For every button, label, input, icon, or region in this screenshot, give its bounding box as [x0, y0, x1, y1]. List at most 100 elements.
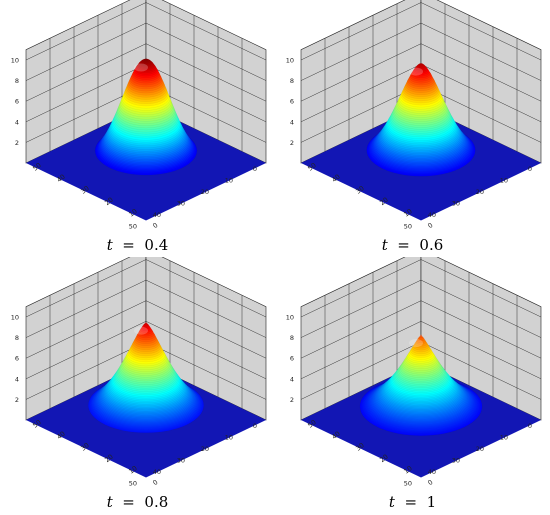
y-tick-label: 10	[127, 207, 138, 218]
surface-plot-t-0.8: 2 4 6 8 10 0 10 20 30 40 50 0 10 20 30 40 50 t = 0.8	[0, 257, 275, 514]
caption-value: 0.6	[419, 236, 444, 254]
y-tick-label: 40	[330, 430, 341, 441]
axes: 2 4 6 8 10 0 10 20 30 40 50 0 10 20 30 40 50	[11, 57, 257, 231]
caption-value: 1	[426, 493, 437, 511]
y-tick-label: 20	[103, 453, 114, 464]
gridline	[300, 300, 542, 359]
x-tick-label: 10	[500, 434, 508, 442]
z-tick-label: 10	[286, 314, 294, 322]
x-tick-label: 20	[201, 445, 209, 453]
gridline	[25, 43, 267, 102]
surface-highlight	[409, 67, 423, 76]
surface-band	[145, 322, 147, 324]
panel-caption: t = 1	[275, 493, 550, 511]
caption-value: 0.8	[144, 493, 169, 511]
caption-equals: =	[399, 493, 422, 511]
surface-plot-t-1: 2 4 6 8 10 0 10 20 30 40 50 0 10 20 30 40 50 t = 1	[275, 257, 550, 514]
y-tick-label: 50	[306, 418, 317, 429]
z-tick-label: 2	[15, 139, 19, 147]
y-tick-label: 20	[378, 453, 389, 464]
y-tick-label: 10	[402, 207, 413, 218]
back-wall-right	[145, 257, 267, 421]
gridline	[300, 2, 542, 61]
gridline	[300, 22, 542, 81]
x-tick-label: 50	[404, 480, 412, 488]
caption-variable: t	[106, 493, 113, 511]
back-wall-left	[25, 257, 147, 421]
caption-variable: t	[106, 236, 113, 254]
y-tick-label: 20	[378, 196, 389, 207]
surface-band	[419, 335, 423, 337]
caption-variable: t	[388, 493, 395, 511]
z-tick-label: 10	[11, 57, 19, 65]
y-tick-label: 40	[55, 173, 66, 184]
back-wall-left	[300, 0, 422, 164]
z-tick-label: 4	[15, 118, 19, 126]
z-tick-label: 4	[15, 375, 19, 383]
z-tick-label: 6	[290, 355, 294, 363]
x-tick-label: 0	[253, 165, 257, 173]
y-tick-label: 30	[354, 184, 365, 195]
panel-caption: t = 0.6	[275, 236, 550, 254]
y-tick-label: 0	[426, 478, 434, 487]
z-tick-label: 6	[290, 98, 294, 106]
x-tick-label: 40	[428, 468, 436, 476]
z-tick-label: 2	[290, 396, 294, 404]
y-tick-label: 10	[402, 464, 413, 475]
x-tick-label: 50	[129, 223, 137, 231]
z-tick-label: 6	[15, 98, 19, 106]
y-tick-label: 50	[31, 418, 42, 429]
x-tick-label: 40	[153, 468, 161, 476]
panel-caption: t = 0.4	[0, 236, 275, 254]
caption-equals: =	[117, 236, 140, 254]
x-tick-label: 40	[428, 211, 436, 219]
axes: 2 4 6 8 10 0 10 20 30 40 50 0 10 20 30 40 50	[11, 314, 257, 488]
gridline	[300, 259, 542, 318]
axes: 2 4 6 8 10 0 10 20 30 40 50 0 10 20 30 40 50	[286, 314, 532, 488]
surface-plot-t-0.6: 2 4 6 8 10 0 10 20 30 40 50 0 10 20 30 40 50 t = 0.6	[275, 0, 550, 257]
y-tick-label: 0	[151, 478, 159, 487]
y-tick-label: 40	[330, 173, 341, 184]
x-tick-label: 50	[404, 223, 412, 231]
gridline	[300, 279, 542, 338]
surface-highlight	[134, 326, 148, 335]
surface-band	[420, 334, 422, 336]
z-tick-label: 4	[290, 375, 294, 383]
wall-gridlines	[300, 259, 542, 409]
x-tick-label: 30	[177, 200, 185, 208]
surface-canvas: 2 4 6 8 10 0 10 20 30 40 50 0 10 20 30 40 50	[286, 0, 542, 231]
back-wall-left	[25, 0, 147, 164]
surface-canvas: 2 4 6 8 10 0 10 20 30 40 50 0 10 20 30 40 50	[11, 257, 267, 488]
y-tick-label: 50	[31, 161, 42, 172]
caption-value: 0.4	[144, 236, 169, 254]
back-wall-right	[145, 0, 267, 164]
x-tick-label: 40	[153, 211, 161, 219]
gridline	[25, 321, 267, 380]
caption-variable: t	[381, 236, 388, 254]
surface-highlight	[134, 63, 148, 72]
z-tick-label: 8	[290, 334, 294, 342]
y-tick-label: 20	[103, 196, 114, 207]
x-tick-label: 50	[129, 480, 137, 488]
y-tick-label: 40	[55, 430, 66, 441]
surface-highlight	[409, 339, 423, 348]
x-tick-label: 20	[476, 188, 484, 196]
back-wall-right	[420, 257, 542, 421]
x-tick-label: 20	[476, 445, 484, 453]
y-tick-label: 50	[306, 161, 317, 172]
y-tick-label: 30	[354, 441, 365, 452]
x-tick-label: 20	[201, 188, 209, 196]
z-tick-label: 8	[290, 77, 294, 85]
wall-gridlines	[25, 259, 267, 409]
z-tick-label: 2	[15, 396, 19, 404]
gridline	[25, 279, 267, 338]
x-tick-label: 10	[500, 177, 508, 185]
surface	[366, 63, 476, 177]
caption-equals: =	[392, 236, 415, 254]
y-tick-label: 30	[79, 184, 90, 195]
gridline	[25, 300, 267, 359]
gridline	[300, 43, 542, 102]
x-tick-label: 10	[225, 177, 233, 185]
x-tick-label: 10	[225, 434, 233, 442]
x-tick-label: 0	[528, 422, 532, 430]
